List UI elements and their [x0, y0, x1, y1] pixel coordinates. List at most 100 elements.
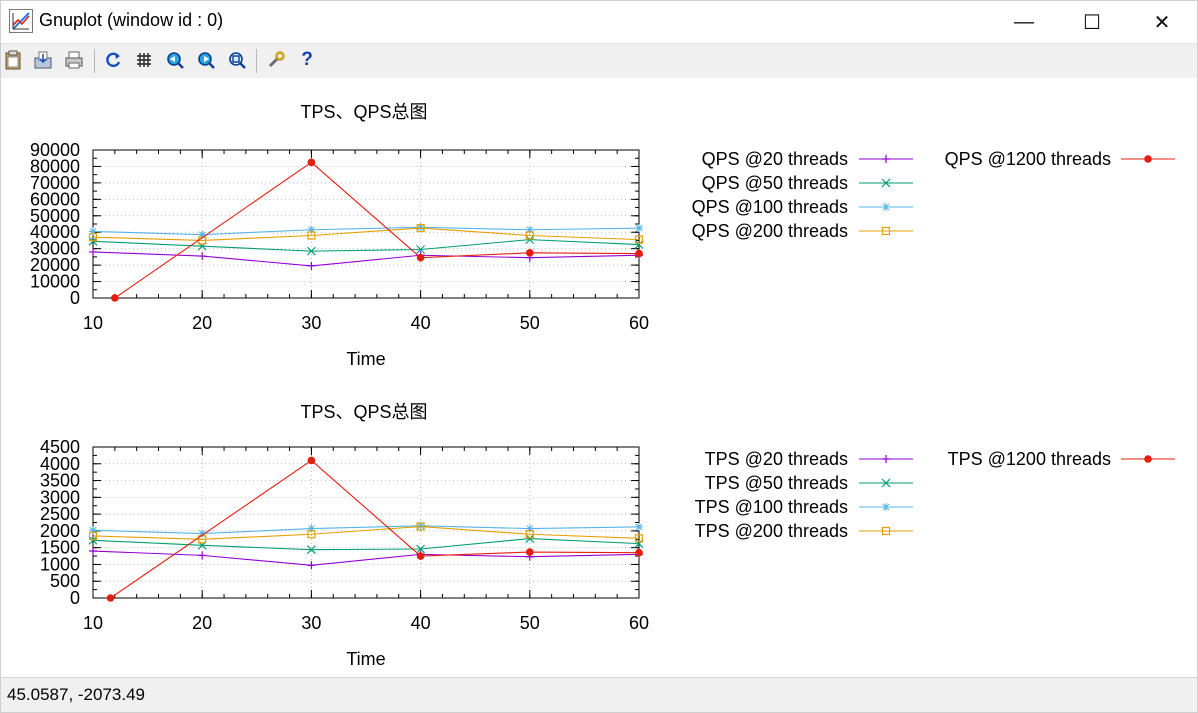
- dot-marker: [307, 456, 316, 465]
- y-tick-label: 40000: [30, 222, 80, 242]
- box-marker: [525, 530, 534, 539]
- title-bar[interactable]: Gnuplot (window id : 0) — ☐ ✕: [1, 1, 1197, 43]
- copy-clipboard-icon[interactable]: [2, 49, 24, 71]
- cross-marker: [881, 178, 891, 188]
- box-marker: [881, 526, 891, 536]
- plus-marker: [307, 261, 316, 270]
- series-5: TPS @1200 threads: [106, 449, 1175, 602]
- legend-label: QPS @100 threads: [692, 197, 848, 217]
- box-marker: [525, 231, 534, 240]
- box-marker: [634, 235, 644, 244]
- star-marker: [882, 503, 890, 511]
- x-tick-label: 60: [629, 613, 649, 633]
- star-marker: [525, 225, 534, 234]
- star-marker: [307, 524, 316, 533]
- star-marker: [198, 230, 207, 239]
- y-tick-label: 20000: [30, 255, 80, 275]
- close-button[interactable]: ✕: [1153, 11, 1171, 34]
- series-3: QPS @100 threads: [89, 197, 913, 239]
- zoom-next-icon[interactable]: [195, 49, 217, 71]
- series-line: [92, 525, 640, 540]
- replot-icon[interactable]: [102, 49, 124, 71]
- y-tick-label: 3500: [40, 471, 80, 491]
- x-tick-label: 20: [192, 313, 212, 333]
- y-tick-label: 30000: [30, 239, 80, 259]
- y-tick-label: 60000: [30, 189, 80, 209]
- legend-label: TPS @20 threads: [705, 449, 848, 469]
- box-marker: [881, 226, 891, 236]
- cross-marker: [525, 235, 535, 245]
- x-tick-label: 40: [411, 313, 431, 333]
- series-line: [92, 525, 640, 535]
- toolbar-separator: [94, 49, 95, 73]
- series-5: QPS @1200 threads: [111, 149, 1175, 302]
- x-tick-label: 40: [411, 613, 431, 633]
- cross-marker: [416, 245, 426, 254]
- legend-label: QPS @200 threads: [692, 221, 848, 241]
- cross-marker: [88, 535, 98, 545]
- legend-label: TPS @50 threads: [705, 473, 848, 493]
- cross-marker: [416, 544, 426, 554]
- series-line: [92, 239, 640, 252]
- x-tick-label: 30: [301, 613, 321, 633]
- plot-area[interactable]: TPS、QPS总图 10 20 30 40 50 60 0 10000 20000 30000 400…: [1, 78, 1197, 676]
- dot-marker: [635, 249, 643, 258]
- box-marker: [634, 534, 644, 543]
- cross-marker: [88, 236, 98, 246]
- chart-title: TPS、QPS总图: [300, 402, 427, 422]
- save-icon[interactable]: [32, 49, 54, 71]
- box-marker: [88, 531, 98, 541]
- legend-label: QPS @20 threads: [702, 149, 848, 169]
- print-icon[interactable]: [63, 49, 85, 71]
- dot-marker: [307, 158, 316, 167]
- dot-marker: [1144, 455, 1152, 463]
- plot-frame: [92, 446, 640, 599]
- dot-marker: [526, 248, 534, 257]
- help-icon[interactable]: ?: [301, 49, 313, 70]
- gnuplot-app-icon: [9, 9, 33, 33]
- legend-label: QPS @50 threads: [702, 173, 848, 193]
- dot-marker: [106, 594, 115, 602]
- window-title: Gnuplot (window id : 0): [39, 10, 224, 30]
- grid-icon[interactable]: [133, 49, 155, 71]
- maximize-button[interactable]: ☐: [1083, 11, 1101, 34]
- dot-marker: [526, 548, 534, 556]
- star-marker: [307, 225, 316, 234]
- y-tick-label: 1500: [40, 538, 80, 558]
- box-marker: [88, 233, 98, 242]
- y-tick-label: 0: [70, 288, 80, 308]
- chart-title: TPS、QPS总图: [300, 102, 427, 122]
- series-4: QPS @200 threads: [88, 221, 913, 245]
- cross-marker: [306, 246, 316, 256]
- series-2: QPS @50 threads: [88, 173, 913, 256]
- cross-marker: [525, 534, 535, 544]
- star-marker: [89, 526, 97, 535]
- toolbar: ?: [1, 43, 1197, 79]
- x-tick-label: 50: [520, 613, 540, 633]
- y-tick-label: 4500: [40, 437, 80, 457]
- series-4: TPS @200 threads: [88, 521, 913, 544]
- y-tick-label: 2500: [40, 504, 80, 524]
- series-line: [92, 538, 640, 551]
- zoom-previous-icon[interactable]: [164, 49, 186, 71]
- series-line: [92, 251, 640, 267]
- cross-marker: [634, 240, 644, 249]
- plus-marker: [198, 252, 207, 261]
- minimize-button[interactable]: —: [1014, 10, 1034, 33]
- unzoom-icon[interactable]: [226, 49, 248, 71]
- toolbar-separator: [256, 49, 257, 73]
- y-tick-label: 4000: [40, 454, 80, 474]
- star-marker: [89, 227, 97, 236]
- dot-marker: [416, 253, 425, 262]
- star-marker: [635, 522, 643, 531]
- star-marker: [635, 224, 643, 233]
- plus-marker: [89, 247, 97, 256]
- star-marker: [882, 203, 890, 211]
- y-tick-label: 2000: [40, 521, 80, 541]
- y-tick-label: 0: [70, 588, 80, 608]
- dot-marker: [1144, 155, 1152, 163]
- options-icon[interactable]: [265, 49, 287, 71]
- series-line: [92, 227, 640, 241]
- legend-label: QPS @1200 threads: [945, 149, 1111, 169]
